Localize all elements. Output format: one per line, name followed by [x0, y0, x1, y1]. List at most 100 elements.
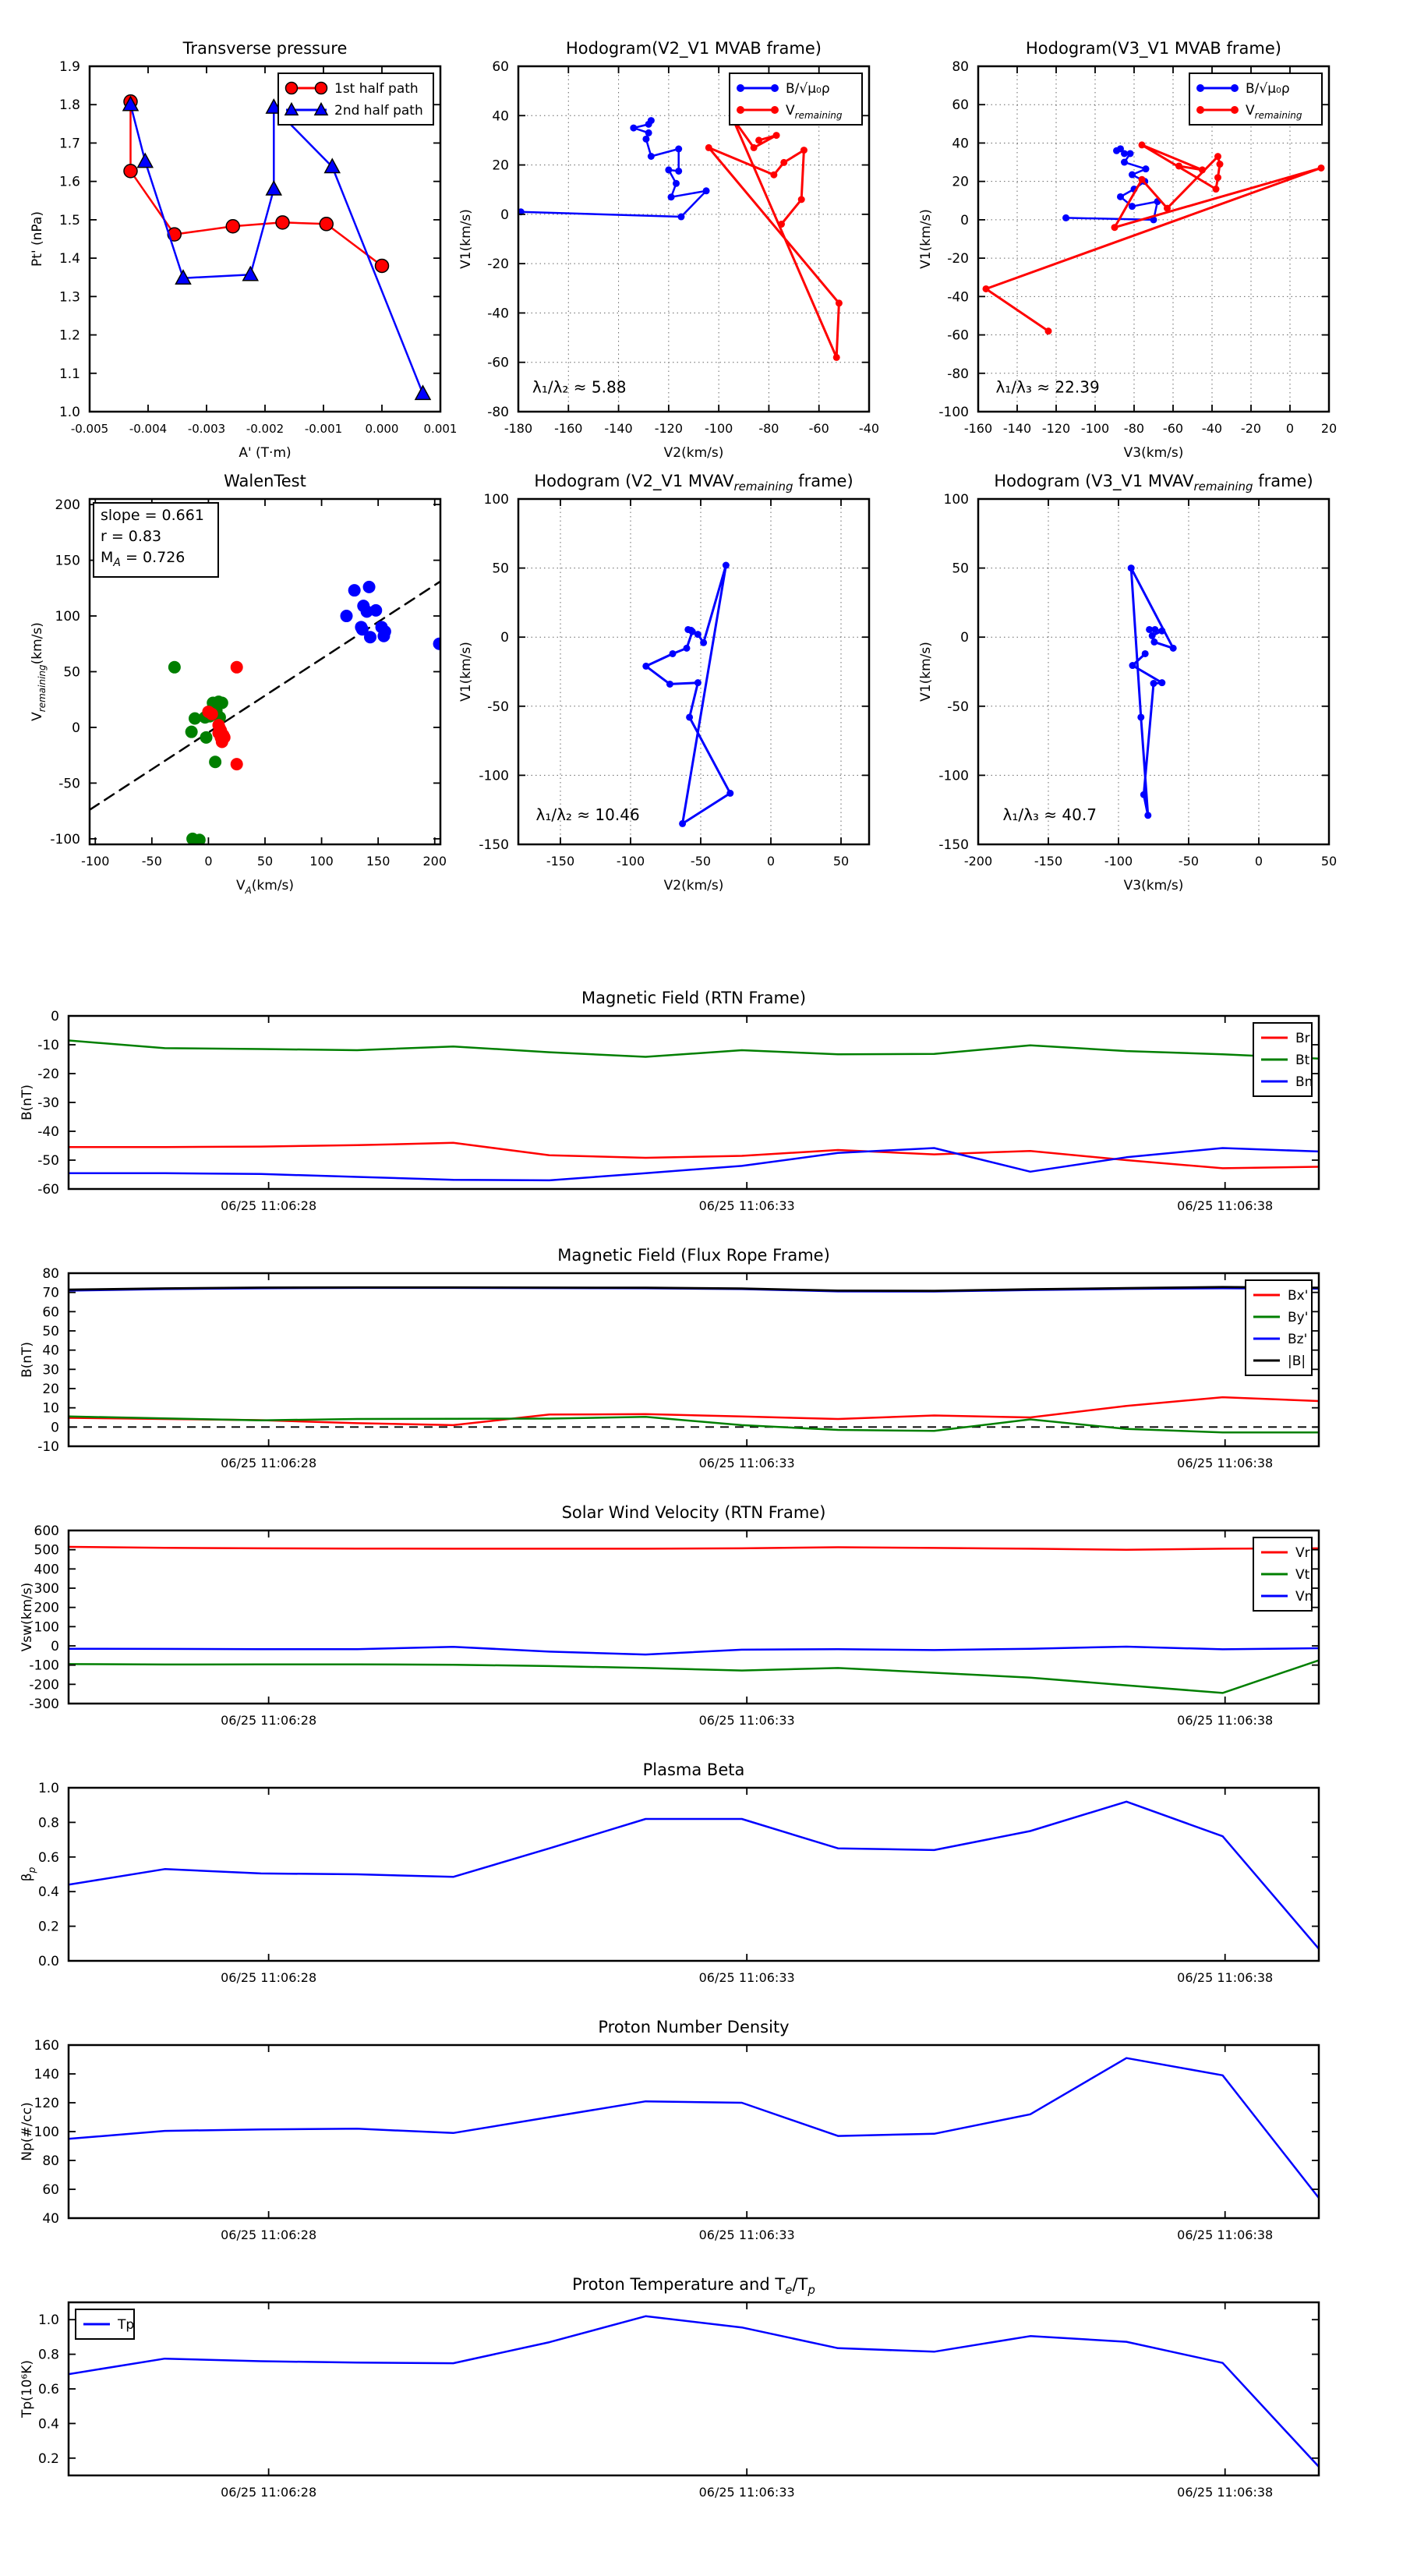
y-tick-label: -80 [947, 366, 969, 382]
x-tick-label: -150 [546, 854, 574, 869]
panel-title: Magnetic Field (Flux Rope Frame) [557, 1246, 830, 1265]
data-point-dot [778, 221, 785, 228]
x-tick-label: 150 [366, 854, 391, 869]
panel-title: Proton Number Density [598, 2018, 789, 2036]
y-tick-label: -40 [947, 289, 969, 305]
legend-label: 2nd half path [334, 103, 423, 119]
axes-spines [977, 497, 1331, 846]
y-tick-label: 200 [34, 1601, 59, 1616]
data-point-dot [1142, 165, 1150, 173]
y-axis-label: Tp(10⁶K) [19, 2360, 35, 2419]
y-tick-label: 0 [51, 1009, 59, 1024]
data-point-dot [673, 179, 680, 187]
x-tick-label: 0 [204, 854, 212, 869]
panel-title: Magnetic Field (RTN Frame) [581, 989, 806, 1007]
y-tick-label: 0.8 [38, 1815, 59, 1831]
data-point-dot [1140, 791, 1147, 798]
y-tick-label: 60 [952, 97, 969, 113]
data-point-dot [1175, 162, 1182, 170]
data-point-dot [1146, 625, 1154, 633]
x-tick-label: -100 [81, 854, 109, 869]
legend-sample-dot [771, 84, 779, 92]
y-tick-label: 200 [55, 497, 80, 513]
data-point-dot [1158, 627, 1166, 635]
x-axis-label: VA(km/s) [236, 878, 294, 896]
legend-label: B/√μ₀ρ [1246, 81, 1290, 97]
data-point-dot [340, 610, 353, 623]
y-tick-label: 40 [952, 136, 969, 151]
x-tick-label: -100 [705, 421, 733, 436]
legend-sample-dot [1196, 106, 1204, 114]
data-point-circle [374, 258, 390, 274]
series-By-prime [69, 1415, 1319, 1434]
lambda-annotation: λ₁/λ₂ ≈ 10.46 [536, 805, 640, 824]
x-tick-label: -120 [655, 421, 683, 436]
series-Tp [69, 2315, 1319, 2468]
y-axis-label: Np(#/cc) [19, 2102, 35, 2160]
data-point-dot [348, 584, 361, 597]
y-tick-label: 0 [51, 1639, 59, 1654]
data-point-dot [832, 353, 840, 361]
data-point-dot [1121, 158, 1128, 166]
y-tick-label: 0 [960, 630, 969, 646]
series-group [1127, 564, 1177, 819]
y-tick-label: 0.4 [38, 1884, 59, 1900]
y-tick-label: -80 [487, 405, 509, 420]
x-tick-label: 06/25 11:06:38 [1177, 2227, 1273, 2242]
axes-spines [67, 1786, 1320, 1962]
x-tick-label: 0.001 [424, 422, 458, 436]
y-tick-label: -50 [947, 699, 969, 715]
data-point-dot [433, 637, 440, 650]
series-group [69, 1286, 1319, 1434]
data-point-dot [726, 789, 734, 797]
y-tick-label: 600 [34, 1523, 59, 1539]
y-tick-label: -50 [37, 1153, 59, 1169]
y-tick-label: -10 [37, 1439, 59, 1455]
panel-hodogram-v3v1-mvab: -160 -140 -120 -100 -80 -60 -40 -20 0 20 -100 -80 -6… [918, 39, 1337, 461]
y-tick-label: -40 [37, 1124, 59, 1140]
series-walen-fit-line [90, 580, 440, 811]
data-point-triangle [242, 265, 260, 281]
data-point-dot [1062, 214, 1069, 221]
y-tick-label: -60 [37, 1182, 59, 1198]
data-point-dot [780, 158, 788, 166]
legend-frame [1189, 73, 1323, 126]
y-tick-label: 0 [51, 1420, 59, 1435]
data-point-dot [205, 707, 218, 720]
legend-label: By' [1288, 1310, 1308, 1325]
markers-walen-green-points [168, 660, 228, 844]
legend: Tp [75, 2309, 135, 2340]
data-point-dot [1129, 171, 1136, 179]
x-tick-label: 50 [833, 854, 849, 869]
x-tick-label: 20 [1321, 421, 1337, 436]
axes-spines [517, 65, 871, 413]
axes-spines [977, 65, 1331, 413]
panel-title: Plasma Beta [643, 1760, 745, 1779]
y-tick-label: 100 [34, 1619, 59, 1635]
y-tick-label: -40 [487, 306, 509, 321]
x-tick-label: -0.005 [71, 422, 108, 436]
x-tick-label: 50 [1321, 854, 1337, 869]
series-B-magnitude [69, 1286, 1319, 1293]
x-tick-label: 06/25 11:06:33 [699, 2485, 795, 2500]
y-axis-label: B(nT) [19, 1342, 35, 1378]
y-tick-label: 120 [34, 2096, 59, 2111]
data-point-dot [675, 145, 683, 153]
x-tick-label: -80 [1124, 421, 1144, 436]
y-axis-label: Vsw(km/s) [19, 1583, 35, 1652]
y-tick-label: -20 [37, 1067, 59, 1082]
legend: B/√μ₀ρ Vremaining [729, 73, 863, 126]
data-point-dot [1151, 625, 1159, 633]
series-group [90, 580, 440, 844]
x-axis-label: V3(km/s) [1124, 445, 1184, 461]
legend-label: Vremaining [1246, 103, 1302, 121]
panel-title: Hodogram (V2_V1 MVAVremaining frame) [534, 472, 853, 494]
x-tick-label: 06/25 11:06:33 [699, 2227, 795, 2242]
y-tick-label: -100 [938, 768, 969, 784]
series-Bn [69, 1147, 1319, 1182]
y-tick-label: 40 [492, 108, 509, 124]
markers-b-over-sqrt-mu0-rho [518, 117, 710, 221]
y-axis-label: Vremaining(km/s) [30, 622, 48, 721]
y-tick-label: 100 [55, 609, 80, 625]
